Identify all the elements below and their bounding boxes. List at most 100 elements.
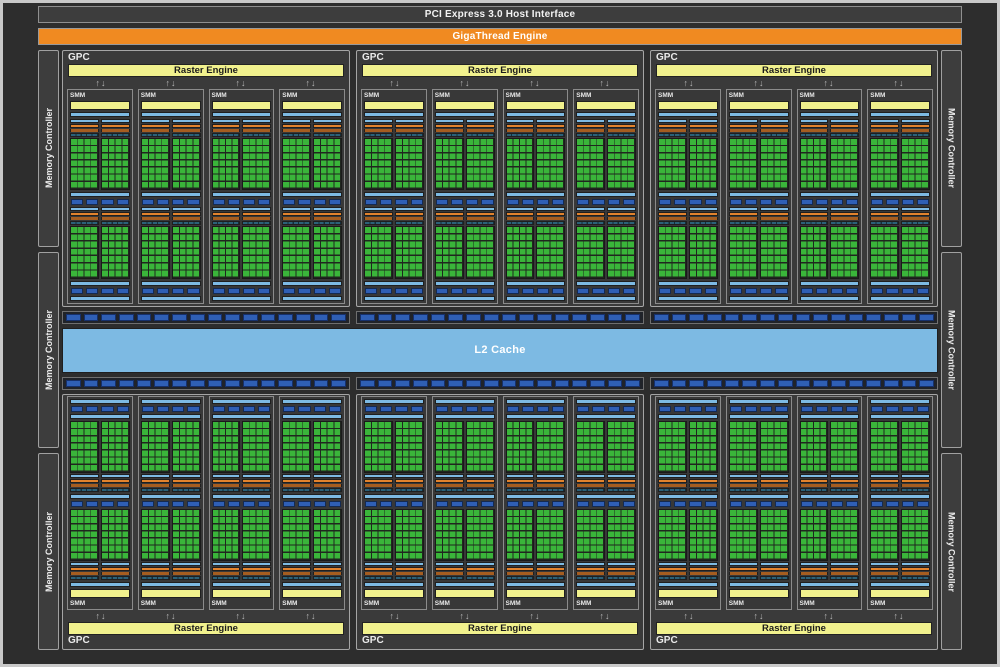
texture-unit-segment	[466, 287, 479, 294]
smm-block: SMM	[67, 89, 133, 304]
texture-unit-row	[729, 287, 789, 294]
dispatch-unit-bar	[70, 217, 99, 221]
instruction-buffer-bar	[830, 473, 860, 478]
texture-unit-segment	[871, 287, 884, 294]
register-file-bar	[607, 221, 636, 226]
instruction-buffer-bar	[607, 562, 636, 566]
polymorph-engine-bar	[870, 589, 930, 598]
instruction-buffer-bar	[140, 207, 170, 212]
processing-block-column	[688, 119, 718, 191]
texture-unit-segment	[395, 199, 408, 206]
crossbar-segment	[242, 379, 258, 387]
register-file-bar	[394, 133, 424, 137]
crossbar-segment	[707, 379, 722, 387]
register-file-bar	[688, 576, 718, 580]
processing-block-columns	[870, 508, 930, 580]
dispatch-unit-bar	[830, 129, 860, 132]
texture-unit-row	[506, 500, 566, 507]
smm-label: SMM	[576, 92, 592, 99]
texture-unit-segment	[71, 199, 84, 206]
core-grid	[282, 226, 312, 279]
dispatch-unit-bar	[434, 483, 464, 487]
instruction-buffer-bar	[211, 473, 241, 478]
core-grid	[434, 508, 464, 561]
texture-unit-row	[70, 500, 130, 507]
texture-unit-segment	[410, 405, 423, 412]
dispatch-unit-bar	[211, 129, 241, 132]
crossbar-segment	[830, 313, 846, 321]
crossbar-segment	[777, 313, 793, 321]
dispatch-unit-bar	[100, 483, 130, 487]
processing-block-columns	[282, 207, 342, 279]
warp-scheduler-bar	[211, 124, 241, 128]
cache-bar	[211, 398, 272, 404]
smm-processing-block	[70, 207, 130, 279]
polymorph-engine-bar	[505, 589, 566, 598]
texture-unit-row	[70, 199, 130, 206]
smm-block: SMM	[655, 395, 721, 610]
crossbar-segment	[413, 379, 428, 387]
memory-controller: Memory Controller	[941, 453, 962, 651]
register-file-bar	[313, 133, 342, 137]
warp-scheduler-bar	[434, 567, 464, 571]
texture-unit-segment	[283, 287, 296, 294]
polymorph-engine-bar	[799, 589, 860, 598]
texture-unit-segment	[760, 500, 773, 507]
memory-controller: Memory Controller	[38, 453, 59, 651]
warp-scheduler-bar	[688, 478, 718, 483]
up-down-arrow-icon: ↑↓	[823, 78, 835, 88]
texture-unit-row	[800, 199, 860, 206]
warp-scheduler-bar	[688, 124, 718, 128]
cache-bar	[799, 112, 860, 117]
texture-unit-segment	[729, 500, 742, 507]
instruction-buffer-bar	[759, 473, 789, 478]
warp-scheduler-bar	[100, 124, 130, 128]
smm-block: SMM	[796, 395, 863, 610]
core-grid	[576, 508, 606, 561]
texture-unit-segment	[101, 199, 114, 206]
cache-bar	[282, 192, 342, 198]
dispatch-unit-bar	[576, 572, 606, 575]
register-file-bar	[658, 221, 687, 226]
processing-block-columns	[282, 508, 342, 580]
register-file-bar	[394, 221, 424, 226]
cache-bar	[505, 295, 566, 301]
dispatch-unit-bar	[870, 217, 900, 221]
texture-unit-segment	[886, 500, 899, 507]
instruction-buffer-bar	[901, 473, 930, 478]
cache-bar	[505, 582, 566, 587]
warp-scheduler-bar	[100, 212, 130, 217]
crossbar-segment	[707, 313, 722, 321]
texture-unit-segment	[328, 287, 341, 294]
cache-bar	[282, 295, 342, 301]
texture-unit-segment	[622, 500, 635, 507]
texture-unit-segment	[481, 405, 494, 412]
cache-bar	[140, 112, 201, 117]
crossbar-segment	[101, 379, 117, 387]
gpc-label: GPC	[68, 52, 90, 63]
processing-block-columns	[434, 420, 495, 492]
gpc-box: GPC Raster Engine ↑↓ ↑↓ ↑↓ ↑↓ SMM SMM SMM SMM	[62, 50, 350, 307]
texture-unit-segment	[258, 405, 271, 412]
warp-scheduler-bar	[505, 567, 535, 571]
core-grid	[728, 138, 758, 191]
smm-block: SMM	[573, 395, 639, 610]
polymorph-engine-bar	[728, 101, 789, 110]
core-grid	[658, 138, 687, 191]
smm-label: SMM	[799, 600, 815, 607]
dispatch-unit-bar	[171, 483, 201, 487]
up-down-arrow-icon: ↑↓	[389, 78, 401, 88]
processing-block-columns	[434, 207, 495, 279]
register-file-bar	[434, 133, 464, 137]
processing-block-column	[242, 207, 272, 279]
pci-express-label: PCI Express 3.0 Host Interface	[424, 9, 576, 20]
crossbar-segment	[536, 379, 552, 387]
core-grid	[759, 420, 789, 473]
processing-block-columns	[211, 420, 272, 492]
gpc-box: SMM SMM SMM SMM ↑↓ ↑↓ ↑↓ ↑↓ Raster Engine GPC	[62, 393, 350, 650]
crossbar-segment	[654, 379, 669, 387]
register-file-bar	[799, 221, 829, 226]
crossbar-segment	[395, 379, 411, 387]
instruction-buffer-bar	[100, 473, 130, 478]
smm-block: SMM	[431, 89, 498, 304]
